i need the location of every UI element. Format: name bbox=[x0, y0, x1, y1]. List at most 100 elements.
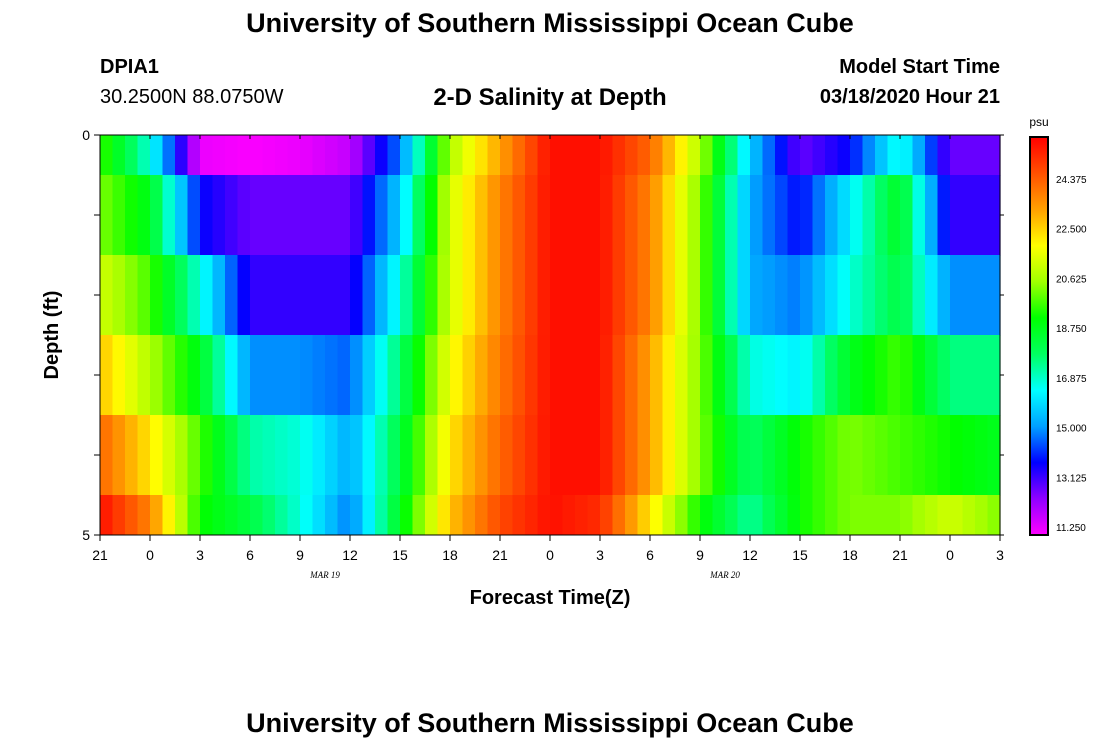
x-axis-label: Forecast Time(Z) bbox=[470, 587, 631, 609]
heatmap-cell bbox=[850, 495, 864, 536]
heatmap-cell bbox=[200, 495, 214, 536]
heatmap-cell bbox=[975, 135, 989, 176]
heatmap-cell bbox=[900, 335, 914, 416]
colorbar-tick-label: 15.000 bbox=[1056, 424, 1087, 435]
heatmap-cell bbox=[812, 135, 826, 176]
heatmap-cell bbox=[450, 135, 464, 176]
heatmap-cell bbox=[887, 415, 901, 496]
heatmap-cell bbox=[775, 135, 789, 176]
heatmap-cell bbox=[812, 175, 826, 256]
heatmap-cell bbox=[812, 255, 826, 336]
heatmap-cell bbox=[325, 135, 339, 176]
heatmap-cell bbox=[200, 415, 214, 496]
heatmap-cell bbox=[475, 335, 489, 416]
heatmap-cell bbox=[512, 495, 526, 536]
heatmap-cell bbox=[937, 495, 951, 536]
heatmap-cell bbox=[175, 175, 189, 256]
heatmap-cell bbox=[437, 135, 451, 176]
heatmap-cell bbox=[700, 335, 714, 416]
heatmap-cell bbox=[937, 415, 951, 496]
heatmap-cell bbox=[325, 495, 339, 536]
heatmap-cell bbox=[375, 255, 389, 336]
heatmap-cell bbox=[875, 335, 889, 416]
heatmap-cell bbox=[800, 335, 814, 416]
heatmap-cell bbox=[837, 175, 851, 256]
heatmap-cell bbox=[637, 335, 651, 416]
heatmap-cell bbox=[687, 255, 701, 336]
heatmap-cell bbox=[487, 335, 501, 416]
y-axis-label: Depth (ft) bbox=[41, 291, 63, 380]
heatmap-cell bbox=[512, 175, 526, 256]
heatmap-cell bbox=[700, 415, 714, 496]
x-tick-label: 21 bbox=[892, 547, 908, 563]
heatmap-cell bbox=[237, 415, 251, 496]
heatmap-cell bbox=[250, 495, 264, 536]
heatmap-cell bbox=[500, 135, 514, 176]
heatmap-cell bbox=[725, 415, 739, 496]
heatmap-cell bbox=[725, 495, 739, 536]
heatmap-cell bbox=[475, 495, 489, 536]
x-axis: 21 0 3 6 9 12 15 18 21 0 3 6 9 12 15 18 21 0 3 MAR 19 MAR 20 bbox=[92, 135, 1004, 580]
heatmap-cell bbox=[862, 255, 876, 336]
heatmap-cell bbox=[875, 255, 889, 336]
heatmap-cell bbox=[275, 495, 289, 536]
heatmap-cell bbox=[687, 495, 701, 536]
heatmap-cell bbox=[375, 175, 389, 256]
heatmap-cell bbox=[625, 335, 639, 416]
heatmap-cell bbox=[537, 495, 551, 536]
heatmap-cell bbox=[650, 135, 664, 176]
heatmap-cell bbox=[350, 135, 364, 176]
heatmap-cell bbox=[837, 255, 851, 336]
heatmap-cell bbox=[150, 135, 164, 176]
heatmap-cell bbox=[362, 415, 376, 496]
heatmap-cell bbox=[862, 175, 876, 256]
heatmap-cell bbox=[600, 175, 614, 256]
heatmap-cell bbox=[775, 335, 789, 416]
heatmap-cell bbox=[112, 255, 126, 336]
heatmap-cell bbox=[212, 175, 226, 256]
heatmap-cell bbox=[412, 255, 426, 336]
heatmap-cell bbox=[675, 255, 689, 336]
heatmap-cell bbox=[687, 415, 701, 496]
heatmap-cell bbox=[550, 175, 564, 256]
heatmap-cell bbox=[125, 135, 139, 176]
heatmap-cell bbox=[112, 495, 126, 536]
heatmap-cell bbox=[275, 135, 289, 176]
heatmap-cell bbox=[712, 135, 726, 176]
heatmap-cell bbox=[987, 335, 1001, 416]
heatmap-cell bbox=[487, 135, 501, 176]
heatmap-cell bbox=[450, 175, 464, 256]
heatmap-cell bbox=[987, 415, 1001, 496]
heatmap-cell bbox=[137, 175, 151, 256]
heatmap-cell bbox=[650, 175, 664, 256]
heatmap-cell bbox=[425, 255, 439, 336]
heatmap-cell bbox=[987, 135, 1001, 176]
heatmap-cell bbox=[500, 175, 514, 256]
heatmap-cell bbox=[737, 175, 751, 256]
heatmap-cell bbox=[237, 255, 251, 336]
heatmap-cell bbox=[250, 415, 264, 496]
heatmap-cell bbox=[825, 175, 839, 256]
heatmap-cell bbox=[550, 135, 564, 176]
heatmap-cell bbox=[162, 495, 176, 536]
heatmap-cell bbox=[787, 255, 801, 336]
heatmap-cell bbox=[325, 255, 339, 336]
heatmap-cell bbox=[562, 335, 576, 416]
heatmap-cell bbox=[162, 135, 176, 176]
heatmap-cell bbox=[575, 335, 589, 416]
heatmap-cell bbox=[612, 255, 626, 336]
heatmap-cell bbox=[225, 415, 239, 496]
heatmap-cell bbox=[575, 255, 589, 336]
heatmap-cell bbox=[750, 135, 764, 176]
heatmap-cell bbox=[787, 175, 801, 256]
heatmap-cell bbox=[425, 335, 439, 416]
heatmap-cell bbox=[100, 135, 114, 176]
colorbar-tick-label: 24.375 bbox=[1056, 175, 1087, 186]
heatmap-cell bbox=[150, 335, 164, 416]
heatmap-cell bbox=[337, 135, 351, 176]
heatmap-cell bbox=[387, 175, 401, 256]
heatmap-cell bbox=[825, 495, 839, 536]
heatmap-cell bbox=[312, 175, 326, 256]
heatmap-cell bbox=[137, 255, 151, 336]
heatmap-cell bbox=[350, 175, 364, 256]
